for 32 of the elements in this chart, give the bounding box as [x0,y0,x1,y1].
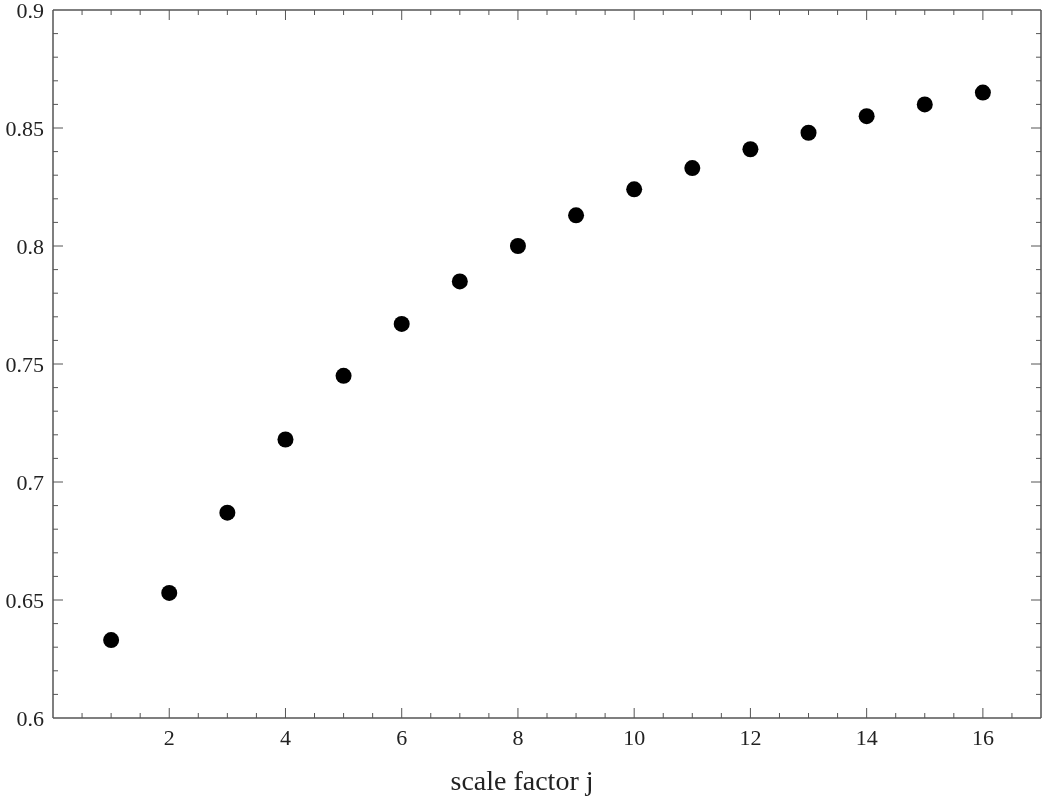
point [219,504,236,521]
point [161,584,178,601]
point [858,108,875,125]
point [277,431,294,448]
x-tick-label: 16 [971,725,994,750]
point [335,367,352,384]
point [509,238,526,254]
y-tick-label: 0.65 [5,587,44,613]
x-axis-title: scale factor j [450,765,594,796]
y-tick-label: 0.85 [5,115,44,141]
x-tick-label: 2 [163,725,175,750]
y-tick-label: 0.8 [16,233,44,259]
y-tick-label: 0.9 [16,0,44,23]
point [626,181,643,198]
x-tick-label: 10 [623,725,646,750]
point [974,84,991,101]
point [800,124,817,141]
point [916,96,933,113]
y-tick-label: 0.7 [16,469,44,495]
point [393,315,410,332]
point [684,160,701,177]
x-tick-label: 4 [279,725,291,750]
y-tick-label: 0.6 [16,705,44,731]
point [451,273,468,290]
point [103,632,120,649]
x-tick-label: 12 [739,725,762,750]
point [742,141,759,158]
y-tick-label: 0.75 [5,351,44,377]
point [568,207,585,224]
x-tick-label: 14 [855,725,878,750]
x-tick-label: 6 [396,725,408,750]
x-tick-label: 8 [512,725,524,750]
